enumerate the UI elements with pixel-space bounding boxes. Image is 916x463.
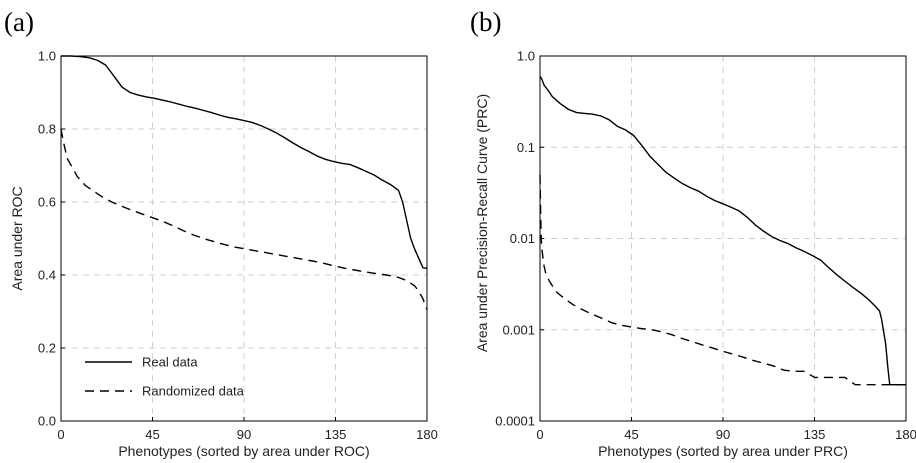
x-tick-label: 180 xyxy=(416,427,438,442)
panel-label-b: (b) xyxy=(470,7,501,37)
series-line-real xyxy=(61,55,428,270)
y-tick-label: 1.0 xyxy=(517,49,535,64)
legend-label-randomized: Randomized data xyxy=(142,384,245,399)
x-tick-label: 135 xyxy=(325,427,347,442)
legend-label-real: Real data xyxy=(142,355,198,370)
panel-label-a: (a) xyxy=(4,7,34,37)
panel-prc: (b) 0 45 90 135 180 0.0001 0.001 0.01 0.1 1.0 Phe… xyxy=(470,7,916,459)
series-line-randomized xyxy=(539,174,906,386)
x-tick-label: 180 xyxy=(895,427,916,442)
x-axis-title-prc: Phenotypes (sorted by area under PRC) xyxy=(598,443,848,459)
ticks-roc: 0 45 90 135 180 0.0 0.2 0.4 0.6 0.8 1.0 xyxy=(38,49,438,443)
x-axis-title-roc: Phenotypes (sorted by area under ROC) xyxy=(118,443,369,459)
panel-roc: (a) 0 45 90 135 180 0.0 0.2 0.4 0.6 0.8 1.0 Phenot… xyxy=(4,7,438,459)
y-axis-title-prc: Area under Precision-Recall Curve (PRC) xyxy=(474,94,490,352)
x-tick-label: 135 xyxy=(804,427,826,442)
grid-prc xyxy=(540,56,906,421)
y-tick-label: 0.001 xyxy=(502,322,535,337)
series-prc xyxy=(539,75,906,386)
series-roc xyxy=(60,55,428,310)
y-tick-label: 0.6 xyxy=(38,195,56,210)
x-tick-label: 0 xyxy=(57,427,64,442)
ticks-prc: 0 45 90 135 180 0.0001 0.001 0.01 0.1 1.0 xyxy=(495,49,916,443)
legend: Real data Randomized data xyxy=(85,355,245,399)
grid-roc xyxy=(61,56,427,421)
y-tick-label: 0.0 xyxy=(38,414,56,429)
x-tick-label: 45 xyxy=(145,427,159,442)
y-tick-label: 0.1 xyxy=(517,140,535,155)
y-tick-label: 0.2 xyxy=(38,341,56,356)
y-tick-label: 0.0001 xyxy=(495,414,535,429)
y-tick-label: 1.0 xyxy=(38,49,56,64)
x-tick-label: 90 xyxy=(716,427,730,442)
y-axis-title-roc: Area under ROC xyxy=(9,186,25,290)
x-tick-label: 90 xyxy=(237,427,251,442)
x-tick-label: 45 xyxy=(624,427,638,442)
series-line-real xyxy=(539,75,906,386)
y-tick-label: 0.8 xyxy=(38,122,56,137)
y-tick-label: 0.01 xyxy=(510,231,535,246)
y-tick-label: 0.4 xyxy=(38,268,56,283)
x-tick-label: 0 xyxy=(536,427,543,442)
